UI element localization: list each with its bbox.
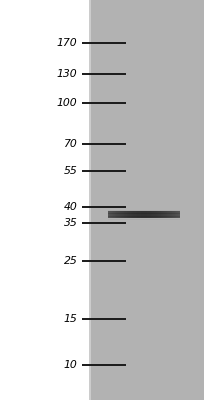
Bar [115,211,116,218]
Text: 40: 40 [64,202,78,212]
Text: 35: 35 [64,218,78,228]
Bar [147,211,148,218]
Bar [140,211,141,218]
Bar [127,211,128,218]
Bar [134,211,135,218]
Text: 10: 10 [64,360,78,370]
Bar [117,211,118,218]
Text: 25: 25 [64,256,78,266]
Bar [119,211,120,218]
Bar [165,211,166,218]
Bar [163,211,164,218]
Bar [164,211,165,218]
Bar [169,211,170,218]
Bar [132,211,133,218]
Bar [150,211,151,218]
Bar [177,211,178,218]
Bar [138,211,139,218]
Bar [123,211,124,218]
Bar [129,211,130,218]
Bar [126,211,127,218]
Bar [110,211,111,218]
Bar [154,211,155,218]
Text: 55: 55 [64,166,78,176]
Bar [118,211,119,218]
Bar [89,0,91,400]
Bar [173,211,174,218]
Bar [178,211,179,218]
Bar [111,211,112,218]
Bar [89,0,204,400]
Bar [130,211,131,218]
Bar [142,211,143,218]
Bar [128,211,129,218]
Bar [167,211,168,218]
Bar [148,211,149,218]
Bar [171,211,172,218]
Bar [175,211,176,218]
Bar [137,211,138,218]
Bar [161,211,162,218]
Text: 130: 130 [57,69,78,79]
Bar [141,211,142,218]
Text: 170: 170 [57,38,78,48]
Bar [136,211,137,218]
Bar [151,211,152,218]
Bar [108,211,109,218]
Bar [131,211,132,218]
Bar [157,211,158,218]
Bar [160,211,161,218]
Bar [133,211,134,218]
Bar [135,211,136,218]
Bar [144,211,145,218]
Bar [146,211,147,218]
Bar [121,211,122,218]
Bar [158,211,159,218]
Text: 100: 100 [57,98,78,108]
Bar [168,211,169,218]
Bar [172,211,173,218]
Bar [149,211,150,218]
Bar [179,211,180,218]
Bar [162,211,163,218]
Bar [166,211,167,218]
Bar [125,211,126,218]
Bar [124,211,125,218]
Bar [174,211,175,218]
Bar [176,211,177,218]
Bar [153,211,154,218]
Bar [170,211,171,218]
Bar [152,211,153,218]
Bar [139,211,140,218]
Bar [114,211,115,218]
Bar [145,211,146,218]
Bar [112,211,113,218]
Bar [122,211,123,218]
Bar [155,211,156,218]
Bar [159,211,160,218]
Bar [113,211,114,218]
Text: 15: 15 [64,314,78,324]
Bar [116,211,117,218]
Bar [109,211,110,218]
Bar [143,211,144,218]
Text: 70: 70 [64,139,78,149]
Bar [120,211,121,218]
Bar [156,211,157,218]
